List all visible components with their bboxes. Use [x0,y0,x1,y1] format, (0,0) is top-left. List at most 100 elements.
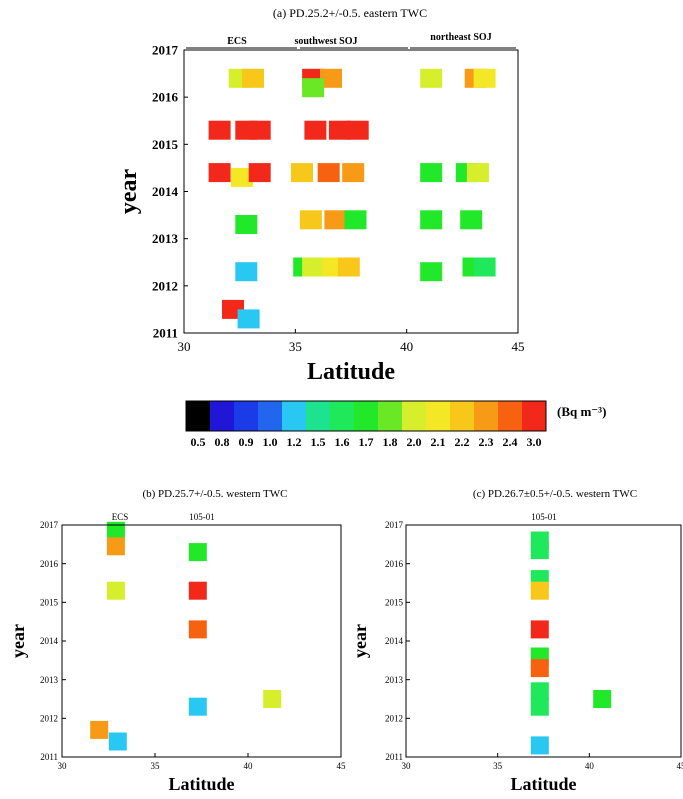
data-cell [328,120,351,140]
data-cell [344,210,367,230]
y-tick-label: 2014 [40,636,59,646]
colorbar-swatch [306,401,330,431]
colorbar-swatch [186,401,210,431]
data-cell [291,163,313,183]
plot-frame [405,524,682,758]
panel-title: (b) PD.25.7+/-0.5. western TWC [142,488,287,500]
panel-title: (a) PD.25.2+/-0.5. eastern TWC [273,6,427,20]
data-cell [324,210,347,230]
data-cell [304,120,327,140]
colorbar-tick-label: 1.0 [263,435,278,449]
y-tick-label: 2013 [152,231,179,246]
panel-title: (c) PD.26.7±0.5+/-0.5. western TWC [473,488,637,500]
region-label: ECS [227,36,247,47]
colorbar-tick-label: 3.0 [527,435,542,449]
colorbar-unit-label: (Bq m⁻³) [557,404,606,419]
x-tick-label: 45 [677,761,683,771]
colorbar-swatch [282,401,306,431]
colorbar: 0.5 0.8 0.9 1.0 1.2 1.5 1.6 1.7 1.8 2.0 2.1 2.2 2.3 2… [185,400,606,449]
x-tick-label: 40 [585,761,595,771]
y-tick-label: 2013 [40,675,59,685]
data-cell [188,543,207,562]
data-cell [242,68,264,88]
panel-a: (a) PD.25.2+/-0.5. eastern TWC ECS southwe… [116,6,525,385]
x-tick-label: 35 [493,761,503,771]
data-cell [530,736,549,755]
data-cell [188,697,207,716]
y-axis-label: year [116,169,142,215]
region-label: ECS [112,512,129,522]
colorbar-swatch [354,401,378,431]
colorbar-tick-label: 2.2 [455,435,470,449]
data-cell [235,262,258,282]
y-tick-label: 2016 [40,559,59,569]
colorbar-tick-label: 0.8 [215,435,230,449]
x-axis-label: Latitude [168,774,234,794]
colorbar-frame [185,400,547,432]
data-cell [108,732,127,751]
y-axis-label: year [350,624,370,658]
x-tick-label: 40 [400,339,413,354]
panel-c: (c) PD.26.7±0.5+/-0.5. western TWC 105-01… [350,488,683,794]
data-cell [237,309,260,329]
colorbar-swatch [330,401,354,431]
data-cell [188,620,207,639]
data-cell [460,210,483,230]
colorbar-tick-label: 2.1 [431,435,446,449]
data-cell [188,581,207,600]
colorbar-swatch [474,401,498,431]
y-tick-label: 2017 [385,520,404,530]
y-tick-label: 2015 [40,597,59,607]
region-label: 105-01 [531,512,557,522]
data-cell [317,163,340,183]
x-tick-label: 45 [512,339,525,354]
colorbar-tick-label: 1.6 [335,435,350,449]
data-cell [263,690,282,708]
data-cell [420,68,443,88]
region-label: northeast SOJ [430,32,491,43]
x-axis-label: Latitude [307,359,395,385]
colorbar-tick-label: 2.4 [503,435,518,449]
y-tick-label: 2012 [40,713,58,723]
data-cell [302,257,325,277]
colorbar-swatch [402,401,426,431]
y-tick-label: 2017 [40,520,59,530]
colorbar-tick-label: 0.9 [239,435,254,449]
colorbar-tick-label: 0.5 [191,435,206,449]
region-label: 105-01 [189,512,215,522]
data-cell [530,659,549,678]
data-cell [302,78,325,98]
data-cell [342,163,365,183]
colorbar-swatch [258,401,282,431]
y-tick-label: 2011 [385,752,403,762]
data-cell [420,262,443,282]
panel-b: (b) PD.25.7+/-0.5. western TWC ECS 105-01 3… [8,488,346,794]
y-tick-label: 2014 [385,636,404,646]
data-cell [106,537,125,556]
data-cell [230,167,253,187]
colorbar-swatch [234,401,258,431]
data-cell [420,210,443,230]
data-cell [530,620,549,639]
x-tick-label: 30 [402,761,412,771]
colorbar-swatch [450,401,474,431]
data-cell [106,521,125,540]
data-cell [530,581,549,600]
colorbar-swatch [426,401,450,431]
x-tick-label: 30 [58,761,68,771]
y-tick-label: 2015 [152,137,179,152]
x-axis-label: Latitude [510,774,576,794]
y-tick-label: 2014 [152,184,179,199]
y-tick-label: 2016 [385,559,404,569]
colorbar-swatch [498,401,522,431]
data-cell [530,682,549,701]
data-cell [346,120,369,140]
colorbar-tick-label: 2.0 [407,435,422,449]
colorbar-swatch [210,401,234,431]
data-cell [208,120,231,140]
data-cell [235,215,258,234]
data-cell [320,68,342,88]
colorbar-tick-label: 2.3 [479,435,494,449]
data-cell [420,163,443,183]
